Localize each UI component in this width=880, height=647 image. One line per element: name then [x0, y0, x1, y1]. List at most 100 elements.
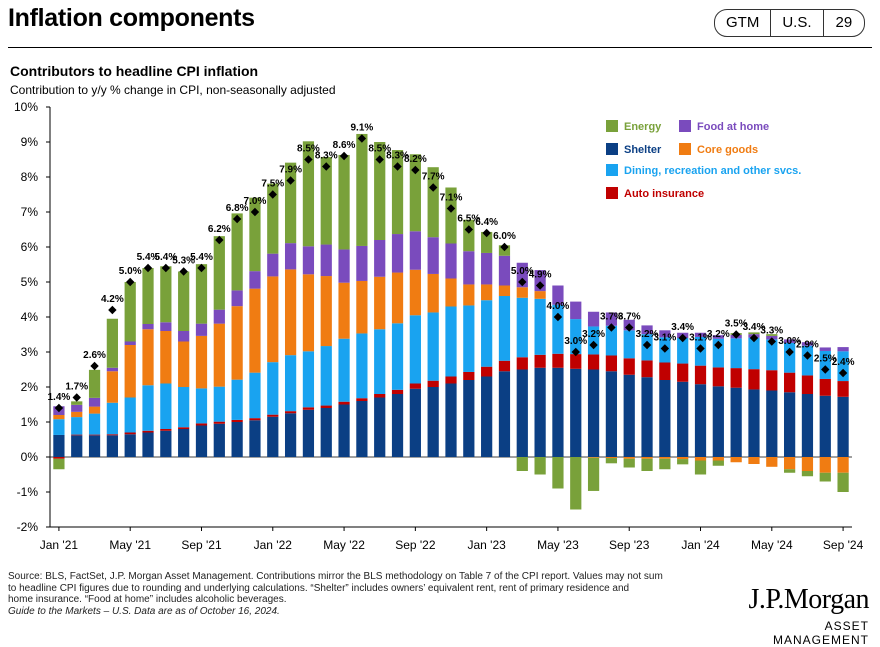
headline-marker [250, 207, 260, 217]
headline-marker [126, 277, 135, 287]
headline-label: 4.9% [529, 270, 552, 281]
x-tick-label: May '22 [323, 538, 365, 552]
headline-marker [143, 263, 153, 273]
bar-segment-dining [160, 383, 172, 429]
bar-segment-energy [142, 268, 154, 324]
bar-segment-energy [552, 457, 564, 489]
bar-segment-dining [391, 323, 404, 390]
bar-segment-energy [267, 183, 279, 254]
bar-segment-food-at-home [801, 342, 814, 346]
bar-segment-core-goods [587, 457, 600, 458]
bar-segment-shelter [534, 367, 546, 457]
headline-marker [607, 323, 616, 332]
bar-segment-core-goods [641, 457, 653, 459]
bar-segment-food-at-home [178, 331, 190, 342]
headline-label: 6.4% [475, 217, 498, 228]
logo-wordmark: J.P.Morgan [748, 584, 869, 615]
bar-segment-food-at-home [784, 339, 796, 343]
footnote-line: Guide to the Markets – U.S. Data are as … [8, 605, 280, 617]
bar-segment-core-goods [748, 457, 760, 464]
bar-segment-food-at-home [837, 347, 849, 352]
bar-segment-shelter [142, 432, 154, 457]
y-tick-label: 9% [21, 135, 39, 149]
footnote: Source: BLS, FactSet, J.P. Morgan Asset … [8, 571, 728, 617]
legend-label-auto-insurance: Auto insurance [624, 188, 704, 200]
bar-segment-auto-insurance [570, 354, 582, 369]
bar-segment-energy [712, 460, 724, 466]
bar-segment-shelter [837, 396, 849, 457]
bar-segment-energy [338, 154, 350, 250]
bar-segment-energy [570, 457, 582, 510]
bar-segment-auto-insurance [409, 383, 421, 389]
bar-segment-auto-insurance [766, 370, 778, 391]
bar-segment-core-goods [694, 457, 707, 461]
headline-label: 6.8% [226, 203, 249, 214]
bar-segment-food-at-home [534, 270, 546, 292]
bar-segment-dining [677, 338, 689, 364]
bar-segment-shelter [427, 387, 439, 457]
headline-marker [696, 344, 705, 353]
bar-segment-shelter [481, 376, 493, 457]
bar-segment-shelter [231, 422, 243, 457]
bar-segment-core-goods [249, 288, 261, 373]
bar-segment-shelter [124, 434, 136, 457]
chart-subtitle: Contribution to y/y % change in CPI, non… [10, 83, 336, 97]
headline-label: 7.7% [422, 172, 445, 183]
bar-segment-dining [587, 326, 600, 355]
headline-group: 1.4%1.7%2.6%4.2%5.0%5.4%5.4%5.3%5.4%6.2%… [48, 123, 855, 413]
bar-segment-food-at-home [213, 309, 225, 324]
bar-segment-dining [142, 385, 154, 431]
gtm-badge: GTM [715, 10, 772, 36]
bar-segment-shelter [694, 384, 707, 457]
headline-marker [767, 337, 776, 346]
bar-segment-dining [463, 305, 475, 372]
bar-segment-energy [178, 271, 190, 331]
bar-segment-core-goods [53, 415, 65, 420]
headline-marker [642, 340, 652, 350]
bar-segment-food-at-home [106, 367, 118, 372]
bar-segment-core-goods [267, 276, 279, 363]
headline-label: 5.4% [137, 252, 160, 263]
x-tick-label: Sep '21 [181, 538, 222, 552]
bar-segment-core-goods [320, 276, 332, 347]
headline-marker [821, 365, 830, 374]
bar-segment-auto-insurance [391, 389, 404, 394]
bar-segment-shelter [338, 404, 350, 457]
bar-segment-auto-insurance [534, 354, 546, 368]
bar-segment-shelter [748, 389, 760, 457]
bar-segment-food-at-home [142, 324, 154, 330]
bar-segment-auto-insurance [587, 354, 600, 370]
headline-marker [215, 235, 224, 245]
bar-segment-food-at-home [427, 237, 439, 274]
bar-segment-shelter [409, 388, 421, 457]
bar-segment-food-at-home [463, 251, 475, 285]
bar-segment-food-at-home [819, 347, 831, 351]
legend-label-core-goods: Core goods [697, 144, 758, 156]
region-badge: U.S. [771, 10, 824, 36]
headline-marker [108, 305, 117, 315]
bar-segment-core-goods [195, 335, 208, 389]
legend-swatch-shelter [606, 143, 618, 155]
bar-segment-dining [284, 355, 297, 412]
bar-segment-auto-insurance [748, 369, 760, 390]
bar-segment-food-at-home [88, 397, 101, 407]
bar-segment-food-at-home [160, 322, 172, 331]
x-tick-label: Jan '21 [40, 538, 79, 552]
y-tick-label: 3% [21, 345, 39, 359]
bar-segment-food-at-home [267, 253, 279, 277]
bar-segment-food-at-home [338, 249, 350, 283]
bar-segment-dining [71, 417, 83, 435]
bar-segment-core-goods [481, 284, 493, 301]
bar-segment-auto-insurance [53, 457, 65, 459]
x-tick-label: Jan '22 [254, 538, 293, 552]
bar-segment-energy [213, 236, 225, 310]
bar-segment-core-goods [409, 269, 421, 316]
bar-segment-shelter [53, 434, 65, 457]
headline-label: 8.5% [297, 144, 320, 155]
bar-segment-energy [124, 282, 136, 342]
bar-segment-energy [106, 318, 118, 368]
bar-segment-core-goods [677, 457, 689, 460]
x-tick-label: May '21 [109, 538, 151, 552]
bar-segment-core-goods [784, 457, 796, 470]
headline-marker [393, 162, 402, 171]
